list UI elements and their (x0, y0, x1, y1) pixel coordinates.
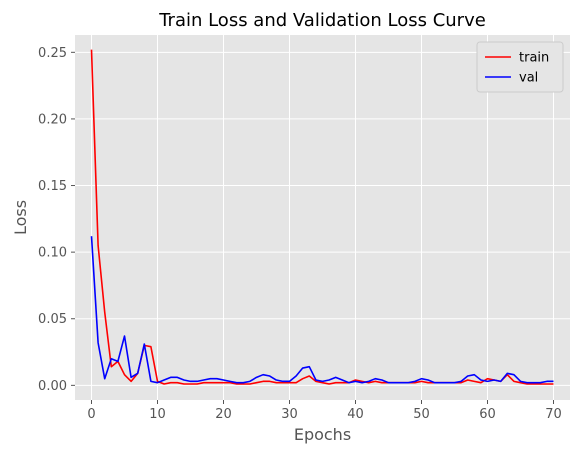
y-tick-label: 0.20 (38, 112, 67, 127)
legend-label-train: train (519, 51, 549, 66)
x-tick-label: 60 (479, 407, 496, 422)
grid-lines (75, 35, 570, 400)
x-tick-label: 50 (413, 407, 430, 422)
legend-box (476, 41, 564, 93)
y-tick-label: 0.00 (38, 379, 67, 394)
legend-label-val: val (519, 71, 538, 86)
x-tick-label: 0 (87, 407, 95, 422)
series-line-val (90, 236, 554, 384)
x-tick-label: 30 (281, 407, 298, 422)
y-tick-label: 0.25 (38, 46, 67, 61)
axis-ticks: 0 10 20 30 40 50 60 70 0.00 0.05 0.10 0.15 0.20 0.25 (38, 46, 562, 422)
x-axis-label: Epochs (294, 425, 351, 444)
x-tick-label: 10 (149, 407, 166, 422)
series-line-train (90, 49, 554, 385)
y-tick-label: 0.15 (38, 179, 67, 194)
x-tick-label: 20 (215, 407, 232, 422)
x-tick-label: 40 (347, 407, 364, 422)
chart-title: Train Loss and Validation Loss Curve (158, 10, 486, 31)
y-axis-label: Loss (11, 200, 30, 235)
x-tick-label: 70 (545, 407, 562, 422)
series-lines (90, 49, 554, 385)
legend: train val (476, 41, 564, 93)
y-tick-label: 0.10 (38, 246, 67, 261)
y-tick-label: 0.05 (38, 312, 67, 327)
